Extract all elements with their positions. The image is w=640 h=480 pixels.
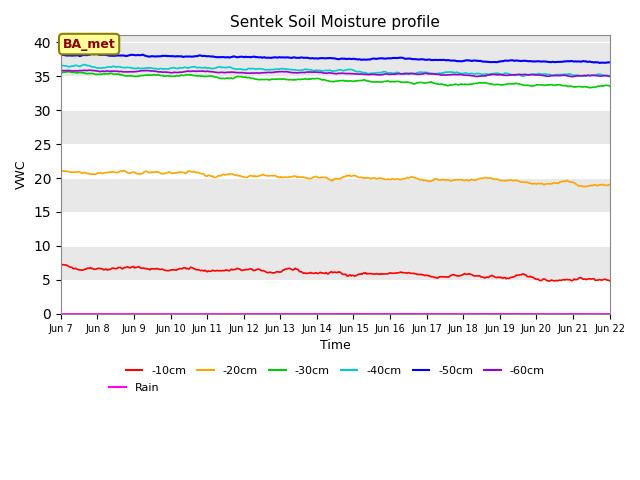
-10cm: [507, 275, 515, 280]
Bar: [61, 110, 609, 144]
-30cm: [605, 83, 613, 89]
-50cm: [596, 60, 604, 66]
-50cm: [92, 51, 100, 57]
-20cm: [582, 184, 590, 190]
Rain: [508, 311, 515, 317]
-60cm: [319, 70, 326, 76]
-60cm: [595, 73, 602, 79]
Bar: [61, 178, 609, 212]
Bar: [61, 212, 609, 246]
-60cm: [605, 73, 613, 79]
Bar: [61, 246, 609, 280]
-20cm: [322, 174, 330, 180]
-30cm: [57, 70, 65, 75]
Line: -20cm: -20cm: [61, 171, 609, 187]
-10cm: [317, 270, 325, 276]
-10cm: [354, 272, 362, 277]
-20cm: [385, 177, 392, 182]
-50cm: [355, 56, 363, 62]
-20cm: [319, 175, 326, 180]
-60cm: [355, 71, 363, 77]
Rain: [449, 311, 457, 317]
Line: -40cm: -40cm: [61, 65, 609, 76]
-40cm: [595, 71, 602, 77]
-40cm: [355, 69, 363, 74]
Line: -10cm: -10cm: [61, 264, 609, 281]
-40cm: [319, 68, 326, 74]
-10cm: [383, 271, 391, 276]
-30cm: [586, 85, 593, 91]
Line: -60cm: -60cm: [61, 70, 609, 77]
Rain: [529, 311, 536, 316]
Bar: [61, 76, 609, 110]
-10cm: [321, 271, 328, 276]
-40cm: [508, 72, 515, 78]
-20cm: [57, 168, 65, 174]
-30cm: [319, 77, 326, 83]
X-axis label: Time: Time: [320, 339, 351, 352]
-30cm: [508, 81, 515, 87]
-10cm: [593, 277, 601, 283]
Rain: [57, 311, 65, 317]
-30cm: [322, 77, 330, 83]
Line: -50cm: -50cm: [61, 54, 609, 63]
Rain: [605, 311, 613, 317]
-20cm: [605, 182, 613, 188]
Bar: [61, 144, 609, 178]
Bar: [61, 280, 609, 314]
Title: Sentek Soil Moisture profile: Sentek Soil Moisture profile: [230, 15, 440, 30]
-40cm: [605, 73, 613, 79]
Rain: [354, 311, 362, 317]
-40cm: [322, 68, 330, 73]
-10cm: [605, 278, 613, 284]
Rain: [317, 311, 325, 317]
Rain: [321, 311, 328, 317]
-50cm: [593, 60, 601, 65]
-40cm: [57, 63, 65, 69]
-60cm: [568, 74, 576, 80]
-40cm: [80, 62, 88, 68]
-60cm: [84, 67, 92, 73]
-30cm: [65, 69, 72, 74]
Legend: Rain: Rain: [105, 379, 164, 397]
-50cm: [57, 52, 65, 58]
-60cm: [322, 70, 330, 76]
Text: BA_met: BA_met: [63, 37, 115, 50]
-50cm: [508, 58, 515, 63]
-10cm: [545, 278, 553, 284]
-20cm: [508, 177, 515, 183]
-50cm: [322, 56, 330, 61]
Rain: [383, 311, 391, 317]
Rain: [595, 311, 602, 317]
-40cm: [519, 73, 527, 79]
-30cm: [355, 78, 363, 84]
-50cm: [319, 55, 326, 61]
-20cm: [120, 168, 127, 174]
Line: -30cm: -30cm: [61, 72, 609, 88]
-60cm: [508, 72, 515, 78]
Y-axis label: VWC: VWC: [15, 160, 28, 190]
-30cm: [595, 83, 602, 89]
-60cm: [57, 67, 65, 73]
Bar: [61, 42, 609, 76]
-30cm: [385, 78, 392, 84]
-20cm: [595, 182, 602, 188]
-50cm: [605, 60, 613, 65]
-50cm: [385, 55, 392, 61]
-60cm: [385, 72, 392, 77]
-20cm: [355, 174, 363, 180]
-10cm: [57, 262, 65, 267]
-40cm: [385, 70, 392, 76]
